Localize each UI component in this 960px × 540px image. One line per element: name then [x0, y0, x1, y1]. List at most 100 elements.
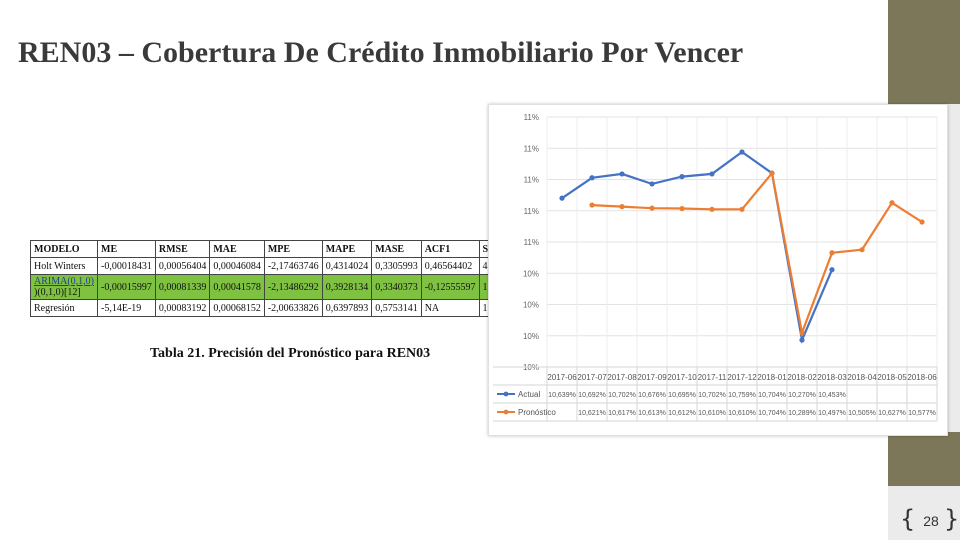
slide-title: REN03 – Cobertura De Crédito Inmobiliari…: [18, 36, 744, 69]
table-cell: -0,12555597: [420, 274, 480, 300]
data-value-label: 10,704%: [758, 410, 786, 417]
data-value-label: 10,453%: [818, 392, 846, 399]
data-value-label: 10,617%: [608, 410, 636, 417]
table-cell: 0,00056404: [154, 257, 211, 275]
data-value-label: 10,627%: [878, 410, 906, 417]
table-cell: -2,13486292: [263, 274, 323, 300]
x-category-label: 2017-06: [547, 373, 577, 382]
data-point-actual: [709, 171, 715, 177]
chart-canvas: 11%11%11%11%11%10%10%10%10%2017-06 2017-0…: [493, 113, 938, 422]
data-value-label: 10,695%: [668, 392, 696, 399]
table-cell: -0,00015997: [97, 274, 156, 300]
table-header-cell: MPE: [263, 240, 323, 258]
table-cell: 0,3928134: [321, 274, 373, 300]
x-category-label: 2017-08: [607, 373, 637, 382]
data-value-label: 10,497%: [818, 410, 846, 417]
data-value-label: 10,577%: [908, 410, 936, 417]
table-header-cell: RMSE: [154, 240, 211, 258]
forecast-accuracy-table: MODELO ME RMSE MAE MPE MAPE MASE ACF1 SS…: [30, 240, 524, 317]
table-cell: 0,6397893: [321, 299, 373, 317]
x-category-label: 2017-07: [577, 373, 607, 382]
table-cell: 0,46564402: [420, 257, 480, 275]
data-value-label: 10,759%: [728, 392, 756, 399]
y-tick-label: 11%: [524, 113, 539, 122]
data-point-actual: [829, 267, 835, 273]
data-value-label: 10,289%: [788, 410, 816, 417]
table-row-highlighted: ARIMA(0,1,0))(0,1,0)[12] -0,00015997 0,0…: [30, 274, 524, 300]
table-header-cell: MAE: [209, 240, 265, 258]
y-tick-label: 10%: [523, 301, 539, 310]
data-point-actual: [679, 174, 685, 180]
series-line-forecast: [591, 170, 923, 337]
page-number: 28: [923, 513, 939, 529]
data-value-label: 10,610%: [698, 410, 726, 417]
table-header-cell: ACF1: [420, 240, 480, 258]
data-value-label: 10,270%: [788, 392, 816, 399]
y-tick-label: 10%: [523, 332, 539, 341]
data-point-forecast: [709, 206, 715, 212]
table-header-cell: ME: [97, 240, 156, 258]
legend-key-marker: [503, 409, 509, 415]
table-row: Holt Winters -0,00018431 0,00056404 0,00…: [30, 257, 524, 275]
table-cell: 0,3340373: [371, 274, 422, 300]
legend-label: Actual: [518, 390, 540, 399]
model-name-line1: ARIMA(0,1,0): [34, 276, 94, 287]
data-value-label: 10,704%: [758, 392, 786, 399]
data-value-label: 10,612%: [668, 410, 696, 417]
table-cell: -0,00018431: [97, 257, 156, 275]
sidebar-accent-top: [888, 0, 960, 104]
table-cell: -2,17463746: [263, 257, 323, 275]
data-point-forecast: [829, 250, 835, 256]
y-tick-label: 11%: [524, 176, 539, 185]
forecast-chart: 11% 11% 11% 11% 11% 10% 10% 10% 10% 2017-06 2017-0…: [488, 104, 948, 436]
sidebar-accent-bottom: [888, 432, 960, 486]
data-value-label: 10,621%: [578, 410, 606, 417]
table-cell: 0,00081339: [154, 274, 211, 300]
data-point-forecast: [679, 205, 685, 212]
x-category-label: 2018-05: [877, 373, 907, 382]
data-value-label: 10,610%: [728, 410, 756, 417]
data-value-label: 10,702%: [698, 392, 726, 399]
data-point-actual: [619, 171, 625, 177]
table-cell: 0,4314024: [321, 257, 373, 275]
x-category-label: 2018-02: [787, 373, 817, 382]
right-brace-icon: }: [944, 505, 960, 533]
data-point-forecast: [649, 205, 655, 211]
table-header-cell: MAPE: [321, 240, 373, 258]
data-value-label: 10,505%: [848, 410, 876, 417]
table-caption: Tabla 21. Precisión del Pronóstico para …: [150, 346, 431, 361]
x-category-label: 2017-12: [727, 373, 757, 382]
data-value-label: 10,613%: [638, 410, 666, 417]
table-cell-model: Regresión: [30, 299, 98, 317]
x-category-label: 2018-03: [817, 373, 847, 382]
x-category-label: 2018-01: [757, 373, 787, 382]
table-cell: -2,00633826: [263, 299, 323, 317]
y-tick-label: 10%: [523, 269, 539, 278]
data-point-actual: [649, 181, 655, 187]
y-tick-label: 11%: [524, 238, 539, 247]
data-point-forecast: [919, 219, 925, 225]
y-tick-label: 11%: [524, 144, 539, 153]
data-point-forecast: [739, 206, 745, 212]
y-tick-label: 11%: [524, 207, 539, 216]
data-value-label: 10,639%: [548, 392, 576, 399]
x-category-label: 2017-10: [667, 373, 697, 382]
legend-key-marker: [503, 391, 509, 397]
table-cell: 0,3305993: [371, 257, 422, 275]
data-point-actual: [589, 175, 595, 181]
left-brace-icon: {: [900, 505, 916, 533]
table-header-cell: MASE: [371, 240, 422, 258]
data-value-label: 10,676%: [638, 392, 666, 399]
data-value-label: 10,692%: [578, 392, 606, 399]
data-point-forecast: [769, 170, 775, 176]
data-point-actual: [559, 195, 565, 201]
data-point-forecast: [619, 204, 625, 210]
table-cell: -5,14E-19: [97, 299, 156, 317]
model-name-line2: )(0,1,0)[12]: [34, 287, 81, 298]
data-value-label: 10,702%: [608, 392, 636, 399]
x-category-label: 2018-04: [847, 373, 877, 382]
table-cell-model: ARIMA(0,1,0))(0,1,0)[12]: [30, 274, 98, 300]
table-cell: 0,00041578: [209, 274, 265, 300]
x-category-label: 2017-09: [637, 373, 667, 382]
table-cell: 0,5753141: [371, 299, 422, 317]
